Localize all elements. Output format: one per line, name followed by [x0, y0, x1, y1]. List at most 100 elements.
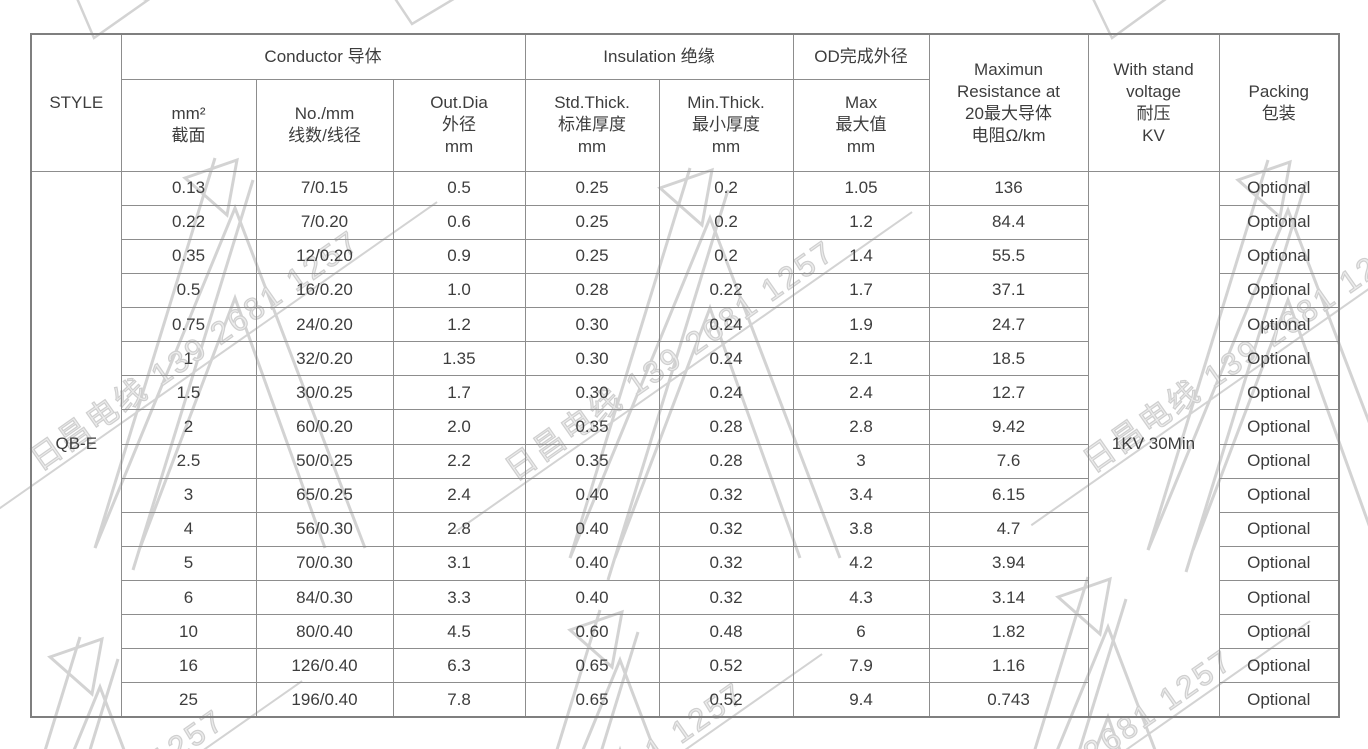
- packing-cell: Optional: [1218, 204, 1340, 240]
- table-cell: 7/0.15: [255, 170, 394, 206]
- header-line: Maximun: [974, 59, 1043, 79]
- packing-cell: Optional: [1218, 477, 1340, 513]
- header-line: mm²: [171, 103, 206, 123]
- table-cell: 2.1: [792, 341, 930, 377]
- table-cell: 1.2: [392, 306, 526, 343]
- col-header-no-mm: No./mm 线数/线径: [255, 78, 394, 172]
- header-line: 包装: [1261, 103, 1296, 123]
- wire-spec-table: STYLE Conductor 导体 Insulation 绝缘 OD完成外径 …: [30, 33, 1341, 718]
- col-header-style: STYLE: [30, 33, 122, 172]
- col-header-std-thick: Std.Thick. 标准厚度 mm: [524, 78, 660, 172]
- header-line: Min.Thick.: [687, 92, 765, 112]
- col-header-out-dia: Out.Dia 外径 mm: [392, 78, 526, 172]
- table-cell: 0.22: [658, 272, 794, 309]
- table-cell: 136: [928, 170, 1089, 206]
- table-cell: 0.35: [524, 409, 660, 445]
- table-cell: 7.6: [928, 443, 1089, 479]
- packing-cell: Optional: [1218, 648, 1340, 684]
- table-cell: 0.32: [658, 477, 794, 513]
- table-cell: 65/0.25: [255, 477, 394, 513]
- table-cell: 0.40: [524, 477, 660, 513]
- table-cell: 1.16: [928, 648, 1089, 684]
- table-cell: 0.5: [392, 170, 526, 206]
- table-cell: 4.2: [792, 545, 930, 582]
- table-cell: 7.9: [792, 648, 930, 684]
- col-header-mm2: mm² 截面: [120, 78, 257, 172]
- table-cell: 0.24: [658, 375, 794, 411]
- table-cell: 80/0.40: [255, 614, 394, 650]
- table-cell: 1.9: [792, 306, 930, 343]
- table-cell: 12.7: [928, 375, 1089, 411]
- table-cell: 3: [120, 477, 257, 513]
- group-header-insulation: Insulation 绝缘: [524, 33, 794, 80]
- packing-cell: Optional: [1218, 375, 1340, 411]
- header-line: 20最大导体: [965, 103, 1052, 123]
- table-cell: 0.2: [658, 170, 794, 206]
- table-cell: 0.40: [524, 545, 660, 582]
- table-cell: 18.5: [928, 341, 1089, 377]
- table-cell: 84/0.30: [255, 579, 394, 616]
- col-header-withstand-voltage: With stand voltage 耐压 KV: [1087, 33, 1220, 172]
- table-cell: 7.8: [392, 682, 526, 718]
- table-cell: 0.25: [524, 204, 660, 240]
- table-cell: 0.65: [524, 648, 660, 684]
- table-cell: 0.32: [658, 579, 794, 616]
- header-line: 最大值: [835, 114, 887, 134]
- table-cell: 0.40: [524, 579, 660, 616]
- table-cell: 5: [120, 545, 257, 582]
- table-cell: 4.5: [392, 614, 526, 650]
- packing-cell: Optional: [1218, 272, 1340, 309]
- table-cell: 0.2: [658, 238, 794, 274]
- table-cell: 0.13: [120, 170, 257, 206]
- packing-cell: Optional: [1218, 341, 1340, 377]
- table-cell: 10: [120, 614, 257, 650]
- table-cell: 1.7: [392, 375, 526, 411]
- packing-cell: Optional: [1218, 443, 1340, 479]
- header-line: No./mm: [294, 103, 355, 123]
- table-cell: 2.0: [392, 409, 526, 445]
- table-cell: 126/0.40: [255, 648, 394, 684]
- table-cell: 1.0: [392, 272, 526, 309]
- table-cell: 0.32: [658, 545, 794, 582]
- style-value-cell: QB-E: [30, 170, 122, 718]
- table-cell: 3.8: [792, 511, 930, 547]
- table-cell: 3.14: [928, 579, 1089, 616]
- col-header-od-max: Max 最大值 mm: [792, 78, 930, 172]
- table-cell: 2.8: [392, 511, 526, 547]
- table-cell: 3.4: [792, 477, 930, 513]
- header-line: KV: [1142, 125, 1165, 145]
- table-cell: 0.48: [658, 614, 794, 650]
- table-cell: 0.28: [658, 409, 794, 445]
- table-cell: 0.9: [392, 238, 526, 274]
- table-cell: 1.5: [120, 375, 257, 411]
- table-cell: 0.22: [120, 204, 257, 240]
- packing-cell: Optional: [1218, 170, 1340, 206]
- table-cell: 0.32: [658, 511, 794, 547]
- header-line: With stand: [1113, 59, 1194, 79]
- table-cell: 2.4: [392, 477, 526, 513]
- table-cell: 3: [792, 443, 930, 479]
- table-cell: 6: [120, 579, 257, 616]
- table-cell: 2.4: [792, 375, 930, 411]
- table-cell: 60/0.20: [255, 409, 394, 445]
- table-cell: 0.65: [524, 682, 660, 718]
- col-header-packing: Packing 包装: [1218, 33, 1340, 172]
- col-header-min-thick: Min.Thick. 最小厚度 mm: [658, 78, 794, 172]
- table-cell: 1: [120, 341, 257, 377]
- withstand-value-cell: 1KV 30Min: [1087, 170, 1220, 718]
- header-line: 线数/线径: [288, 126, 361, 145]
- packing-cell: Optional: [1218, 545, 1340, 582]
- table-cell: 6.3: [392, 648, 526, 684]
- packing-cell: Optional: [1218, 409, 1340, 445]
- table-cell: 0.2: [658, 204, 794, 240]
- packing-cell: Optional: [1218, 238, 1340, 274]
- table-cell: 2: [120, 409, 257, 445]
- packing-cell: Optional: [1218, 511, 1340, 547]
- table-cell: 0.743: [928, 682, 1089, 718]
- header-line: mm: [444, 137, 474, 157]
- table-cell: 25: [120, 682, 257, 718]
- table-cell: 3.3: [392, 579, 526, 616]
- table-cell: 1.05: [792, 170, 930, 206]
- table-cell: 50/0.25: [255, 443, 394, 479]
- header-line: Max: [844, 92, 878, 112]
